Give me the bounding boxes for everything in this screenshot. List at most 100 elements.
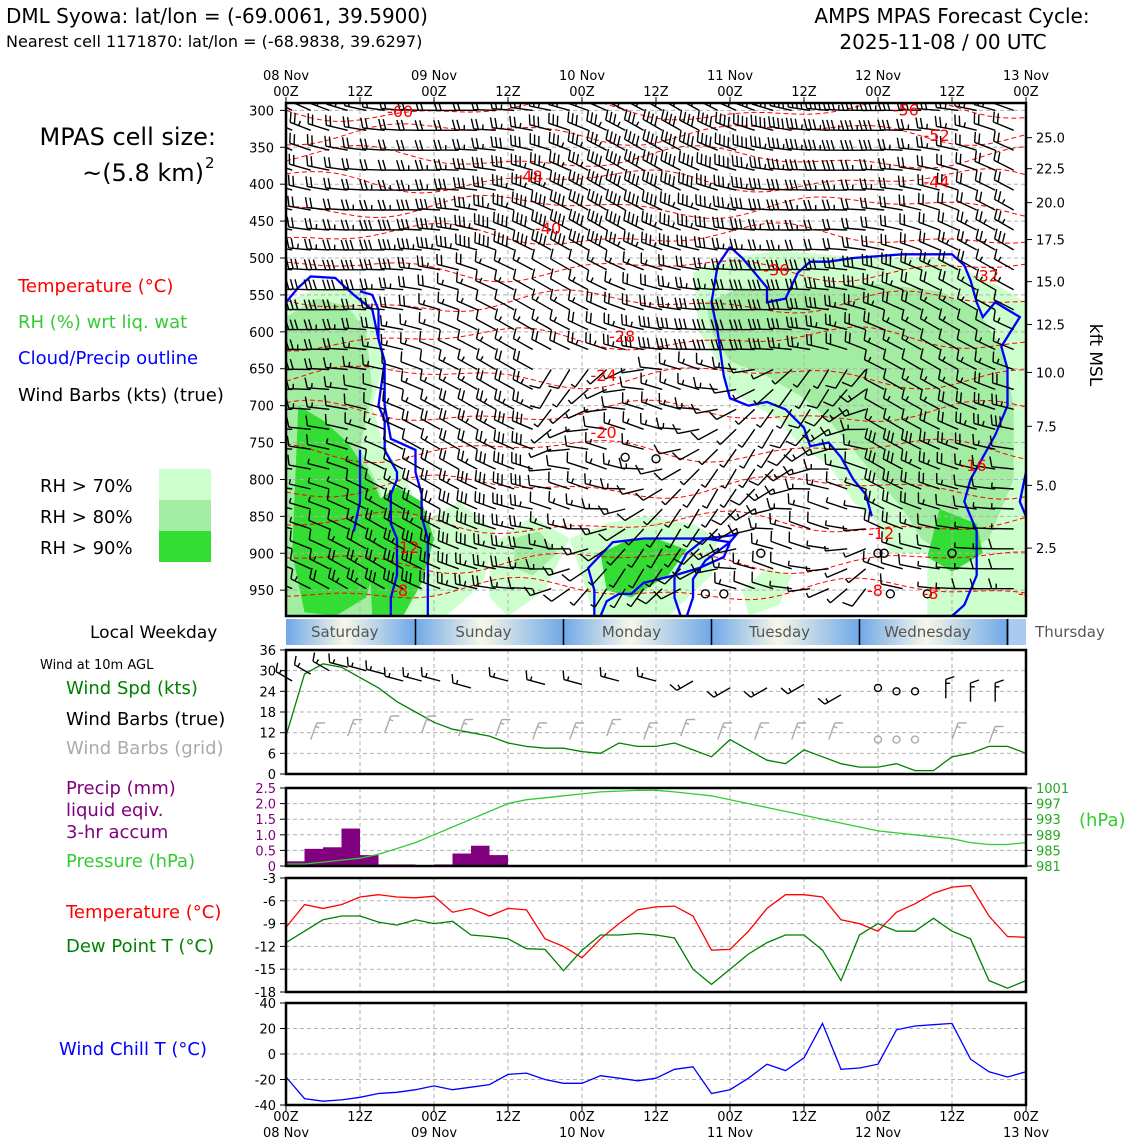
cross-wind-barb xyxy=(512,368,534,391)
cross-wind-barb xyxy=(711,258,737,271)
cross-wind-barb xyxy=(988,578,1014,590)
cross-wind-barb xyxy=(528,103,552,112)
cross-wind-barb xyxy=(975,189,996,211)
pressure-tick-label: 900 xyxy=(249,547,274,562)
cross-wind-barb xyxy=(918,450,940,470)
precip-bar xyxy=(360,855,379,866)
cross-wind-barb xyxy=(361,335,385,351)
cross-wind-barb xyxy=(585,290,607,311)
cross-wind-barb xyxy=(289,516,311,530)
cross-wind-barb xyxy=(622,251,644,271)
cross-wind-barb xyxy=(419,369,441,391)
cross-wind-barb xyxy=(745,504,774,515)
isotherm-line xyxy=(286,144,1026,169)
cross-wind-barb xyxy=(322,198,348,211)
cross-wind-barb xyxy=(586,168,608,191)
cross-wind-barb xyxy=(727,524,755,535)
cross-wind-barb xyxy=(455,252,478,271)
rh-region-80 xyxy=(705,283,1014,561)
cross-wind-barb xyxy=(419,508,441,530)
cross-wind-barb xyxy=(641,190,663,211)
cross-wind-barb xyxy=(682,528,700,548)
cross-wind-barb xyxy=(935,562,959,570)
wind-barb-true xyxy=(365,660,385,675)
rh-region-90 xyxy=(927,508,983,572)
cross-wind-barb xyxy=(586,110,608,131)
cross-wind-barb xyxy=(898,553,922,570)
wind-barb-true xyxy=(451,674,472,689)
cross-wind-barb xyxy=(991,372,1014,391)
cross-wind-barb xyxy=(764,468,793,482)
bottom-date-label: 10 Nov xyxy=(559,1126,605,1140)
cross-wind-barb xyxy=(858,159,885,171)
cross-wind-barb xyxy=(303,299,330,311)
cross-wind-barb xyxy=(640,231,663,251)
cross-wind-barb xyxy=(956,349,978,371)
cross-wind-barb xyxy=(803,458,829,470)
cross-wind-barb xyxy=(511,431,533,450)
cross-wind-barb xyxy=(457,328,478,351)
kft-tick-label: 22.5 xyxy=(1036,163,1065,178)
cross-wind-barb xyxy=(841,236,866,251)
cross-wind-barb xyxy=(843,500,866,510)
cross-wind-barb xyxy=(303,259,330,271)
cross-wind-barb xyxy=(582,415,607,430)
cross-wind-barb xyxy=(286,565,293,570)
cross-wind-barb xyxy=(567,149,589,171)
cross-wind-barb xyxy=(973,103,996,112)
cross-wind-barb xyxy=(306,434,330,450)
temp-frame xyxy=(284,876,1028,994)
wind-barb-true xyxy=(346,656,367,672)
cross-wind-barb xyxy=(806,333,829,351)
cross-wind-barb xyxy=(938,348,959,371)
cross-wind-barb xyxy=(586,249,608,271)
cross-wind-barb xyxy=(896,118,922,131)
cross-wind-barb xyxy=(805,315,829,331)
cross-wind-barb xyxy=(992,111,1014,131)
cross-wind-barb xyxy=(549,288,571,311)
cross-wind-barb xyxy=(359,199,385,211)
cross-wind-barb xyxy=(863,509,885,530)
cross-wind-barb xyxy=(286,167,293,171)
cross-wind-barb xyxy=(658,392,681,410)
cross-wind-barb xyxy=(792,369,811,388)
cross-wind-barb xyxy=(864,368,885,391)
cross-wind-barb xyxy=(971,454,996,470)
cross-wind-barb xyxy=(990,414,1014,430)
cross-wind-barb xyxy=(734,408,756,425)
cross-wind-barb xyxy=(418,570,441,590)
cross-wind-barb xyxy=(956,308,978,331)
cross-wind-barb xyxy=(286,278,311,291)
cross-wind-barb xyxy=(974,150,996,171)
cycle-label: 2025-11-08 / 00 UTC xyxy=(839,30,1046,54)
cross-wind-barb xyxy=(400,351,422,371)
cross-wind-barb xyxy=(859,103,885,112)
cross-wind-barb xyxy=(306,134,330,151)
cross-wind-barb xyxy=(641,169,663,191)
cross-wind-barb xyxy=(420,408,441,430)
cross-wind-barb xyxy=(805,588,829,599)
pressure-tick-label: 650 xyxy=(249,363,274,378)
wind-true-calm xyxy=(873,683,883,693)
cross-wind-barb xyxy=(359,138,385,151)
top-hour-label: 00Z xyxy=(865,85,891,100)
cross-wind-barb xyxy=(672,448,700,461)
cross-wind-barb xyxy=(438,468,460,490)
cross-wind-barb xyxy=(622,272,644,291)
cross-wind-barb xyxy=(748,517,774,530)
cross-wind-barb xyxy=(528,465,552,472)
cross-wind-barb xyxy=(858,119,885,131)
isotherm-line xyxy=(286,260,1026,283)
cross-wind-barb xyxy=(785,117,811,131)
cross-wind-barb xyxy=(303,279,330,291)
cross-wind-barb xyxy=(474,232,496,251)
cross-wind-barb xyxy=(545,455,570,470)
cross-wind-barb xyxy=(438,349,460,371)
cross-wind-barb xyxy=(493,429,515,450)
calm-wind-marker xyxy=(719,589,729,599)
cross-wind-barb xyxy=(693,236,718,251)
cross-wind-barb xyxy=(766,497,792,510)
cross-wind-barb xyxy=(490,534,515,550)
cross-wind-barb xyxy=(475,368,497,391)
